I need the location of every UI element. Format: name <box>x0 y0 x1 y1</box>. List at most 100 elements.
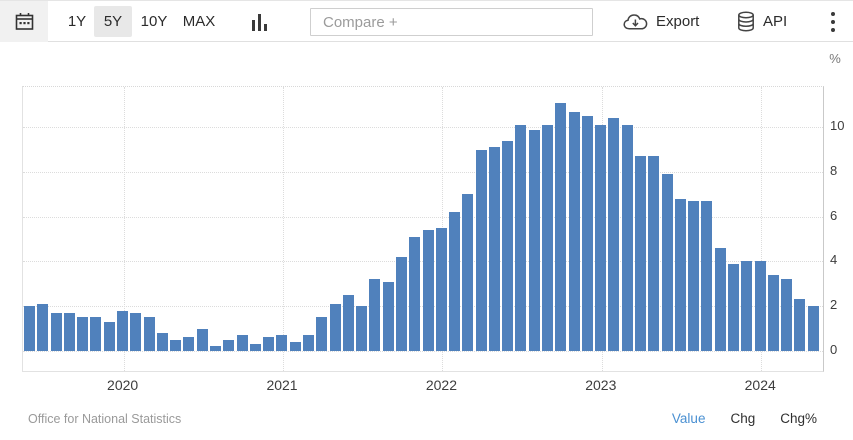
range-button-max[interactable]: MAX <box>182 13 216 30</box>
chart-bar[interactable] <box>329 303 341 351</box>
chart-bar[interactable] <box>24 306 35 351</box>
chart-bar[interactable] <box>409 236 421 351</box>
api-button[interactable]: API <box>737 1 787 42</box>
chart-bar[interactable] <box>209 346 221 351</box>
cloud-download-icon <box>623 13 648 31</box>
chart-bar[interactable] <box>316 317 328 351</box>
chart-bar[interactable] <box>488 147 500 351</box>
chart-bar[interactable] <box>422 230 434 351</box>
chart-bar[interactable] <box>475 149 487 351</box>
chart-bar[interactable] <box>170 339 182 351</box>
chart-bar[interactable] <box>143 317 155 351</box>
chart-bar[interactable] <box>555 102 567 351</box>
y-axis-tick-label: 4 <box>830 252 838 268</box>
chart-bar[interactable] <box>714 248 726 351</box>
chart-bar[interactable] <box>674 198 686 351</box>
api-label: API <box>763 13 788 30</box>
chart-bar[interactable] <box>263 337 275 351</box>
chart-bar[interactable] <box>50 312 62 351</box>
y-axis-tick-label: 2 <box>830 297 838 313</box>
chart-bar[interactable] <box>395 256 407 351</box>
chart-bar[interactable] <box>502 140 514 351</box>
chart-bar[interactable] <box>807 306 819 351</box>
y-axis-tick-label: 6 <box>830 207 838 223</box>
chart-bar[interactable] <box>794 299 806 351</box>
chart-bar[interactable] <box>183 337 195 351</box>
range-button-1y[interactable]: 1Y <box>67 13 87 30</box>
gridline-y <box>23 127 823 129</box>
calendar-button[interactable] <box>0 1 48 42</box>
chart-bar[interactable] <box>130 312 142 351</box>
value-mode-switch: Value Chg Chg% <box>672 411 817 426</box>
chart-bar[interactable] <box>754 261 766 351</box>
x-axis-tick-label: 2021 <box>266 377 298 393</box>
chart-bar[interactable] <box>648 156 660 351</box>
chart-bar[interactable] <box>568 111 580 351</box>
chart-bar[interactable] <box>542 125 554 351</box>
chart-bar[interactable] <box>342 294 354 351</box>
chart-bar[interactable] <box>767 274 779 351</box>
kebab-menu-icon[interactable] <box>831 12 835 32</box>
chart-bar[interactable] <box>608 118 620 351</box>
chart-bar[interactable] <box>236 335 248 351</box>
chart-bar[interactable] <box>37 303 49 351</box>
y-axis-tick-label: 0 <box>830 341 838 357</box>
chart-bar[interactable] <box>688 201 700 351</box>
mode-value[interactable]: Value <box>671 411 706 426</box>
gridline-y <box>23 216 823 218</box>
chart-bar[interactable] <box>635 156 647 351</box>
chart-bar[interactable] <box>369 279 381 351</box>
chart-bar[interactable] <box>116 310 128 351</box>
y-axis-tick-label: 10 <box>830 118 845 134</box>
y-axis-unit-label: % <box>829 51 841 66</box>
compare-input[interactable] <box>310 8 593 36</box>
source-attribution: Office for National Statistics <box>28 412 182 426</box>
chart-bar[interactable] <box>156 333 168 351</box>
gridline-year <box>761 87 763 371</box>
range-button-10y[interactable]: 10Y <box>140 13 168 30</box>
chart-bar[interactable] <box>741 261 753 351</box>
chart-bar[interactable] <box>302 335 314 351</box>
chart-bar[interactable] <box>621 125 633 351</box>
chart-bar[interactable] <box>103 321 115 351</box>
chart-bar[interactable] <box>515 125 527 351</box>
mode-chg-pct[interactable]: Chg% <box>780 411 817 426</box>
chart-bar[interactable] <box>223 339 235 351</box>
export-button[interactable]: Export <box>623 1 699 42</box>
chart-bar[interactable] <box>63 312 75 351</box>
chart-bar[interactable] <box>462 194 474 351</box>
chart-bar[interactable] <box>595 125 607 351</box>
chart-bar[interactable] <box>581 116 593 351</box>
y-axis-tick-label: 8 <box>830 162 838 178</box>
chart-bar[interactable] <box>781 279 793 351</box>
mode-chg[interactable]: Chg <box>730 411 756 426</box>
chart-bar[interactable] <box>435 227 447 351</box>
chart-bar[interactable] <box>249 344 261 351</box>
toolbar: 1Y 5Y 10Y MAX Export <box>0 0 853 42</box>
x-axis-tick-label: 2023 <box>585 377 617 393</box>
chart-bar[interactable] <box>356 306 368 351</box>
chart-bar[interactable] <box>661 174 673 351</box>
range-button-5y[interactable]: 5Y <box>94 6 132 37</box>
gridline-year <box>123 87 125 371</box>
gridline-y <box>23 171 823 173</box>
x-axis-tick-label: 2024 <box>744 377 776 393</box>
plot-area <box>22 86 824 372</box>
chart-bar[interactable] <box>276 335 288 351</box>
chart-bar[interactable] <box>449 212 461 351</box>
column-chart-icon[interactable] <box>252 13 272 31</box>
chart-bar[interactable] <box>382 281 394 351</box>
chart-bar[interactable] <box>196 328 208 351</box>
gridline-year <box>283 87 285 371</box>
gridline-y <box>23 350 823 352</box>
chart-bar[interactable] <box>289 341 301 351</box>
x-axis-tick-label: 2022 <box>425 377 457 393</box>
chart-bar[interactable] <box>90 317 102 351</box>
chart-bar[interactable] <box>77 317 89 351</box>
chart-bar[interactable] <box>528 129 540 351</box>
chart-bar[interactable] <box>728 263 740 351</box>
database-icon <box>737 11 755 32</box>
chart-bar[interactable] <box>701 201 713 351</box>
x-axis-tick-label: 2020 <box>107 377 139 393</box>
